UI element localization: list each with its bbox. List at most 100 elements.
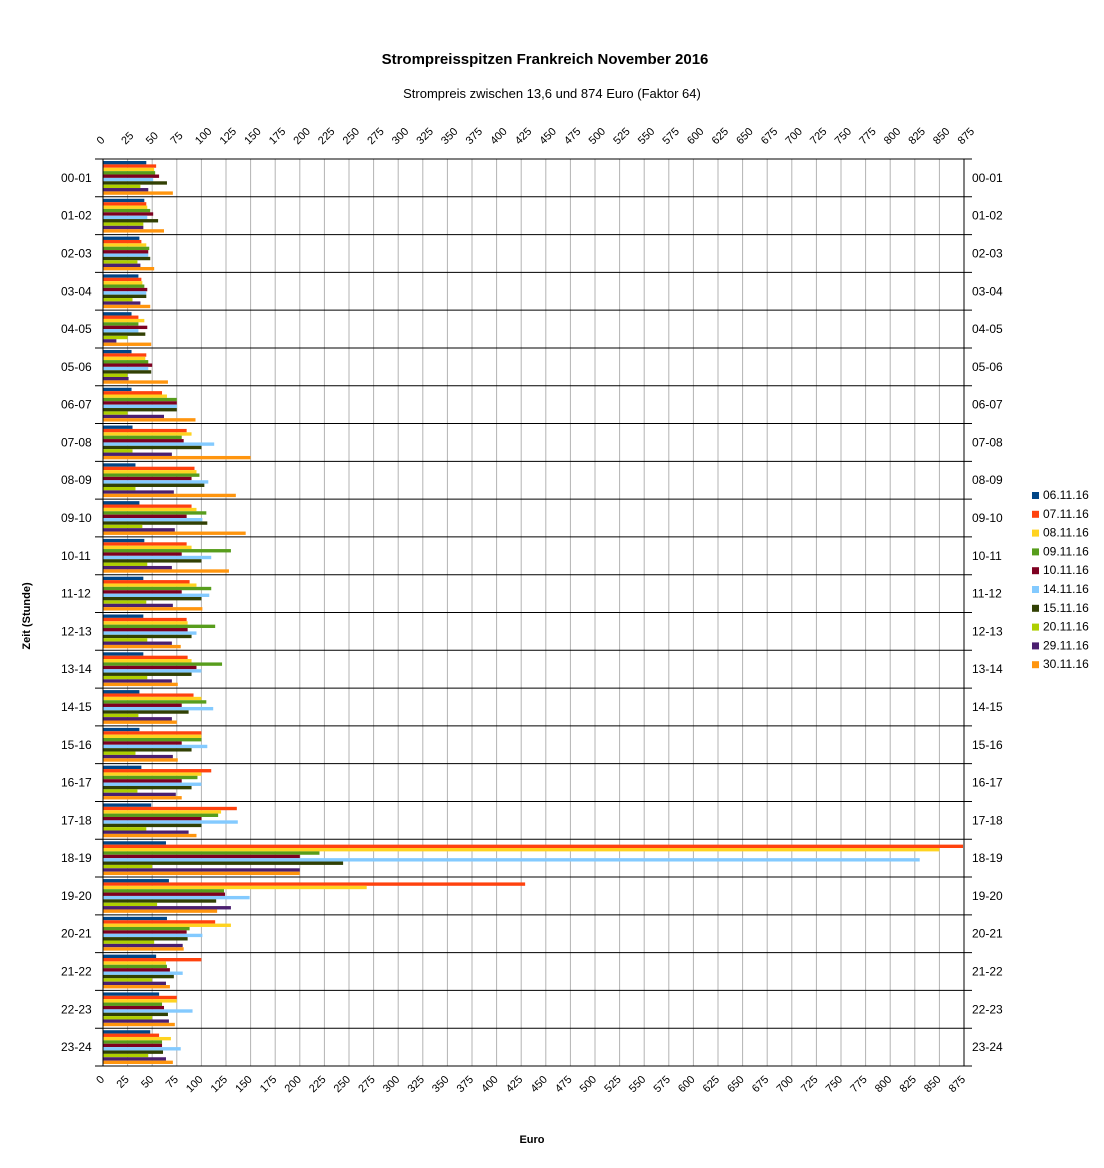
x-tick-label-bottom: 400 (479, 1074, 500, 1095)
category-label-right: 19-20 (972, 889, 1003, 903)
x-tick-label-bottom: 100 (184, 1074, 205, 1095)
bar (103, 792, 176, 797)
category-label-left: 01-02 (61, 209, 92, 223)
bar (103, 765, 142, 770)
bar (103, 1019, 169, 1023)
category-label-left: 02-03 (61, 246, 92, 260)
x-tick-label-top: 250 (341, 126, 362, 147)
legend-swatch (1032, 510, 1039, 518)
bar (103, 796, 182, 800)
x-tick-label-top: 275 (365, 126, 386, 147)
bar (103, 318, 145, 323)
bar (103, 933, 203, 938)
bar (103, 250, 149, 254)
category-label-left: 00-01 (61, 171, 92, 185)
bar (103, 576, 144, 581)
legend-swatch (1032, 623, 1039, 631)
bar (103, 937, 188, 941)
x-tick-label-top: 450 (537, 126, 558, 147)
legend-swatch (1032, 661, 1039, 669)
bar (103, 841, 166, 845)
bar (103, 1040, 163, 1044)
x-tick-label-top: 125 (218, 126, 239, 147)
legend-swatch (1032, 529, 1039, 537)
x-tick-label-bottom: 25 (115, 1074, 132, 1091)
category-label-left: 20-21 (61, 927, 92, 941)
bar (103, 1016, 153, 1020)
category-label-left: 10-11 (61, 549, 91, 563)
bar (103, 332, 146, 336)
x-tick-label-top: 325 (414, 126, 435, 147)
bar (103, 659, 192, 663)
bar (103, 662, 223, 666)
bar (103, 882, 526, 886)
bar (103, 455, 251, 460)
bar (103, 833, 197, 838)
category-label-left: 11-12 (61, 587, 91, 601)
bar (103, 298, 133, 302)
x-tick-label-bottom: 775 (848, 1074, 869, 1095)
category-label-left: 21-22 (61, 965, 92, 979)
bar (103, 408, 177, 412)
bar (103, 971, 183, 975)
bar (103, 892, 226, 896)
bar (103, 693, 194, 697)
category-label-left: 22-23 (61, 1002, 92, 1016)
bar (103, 486, 136, 491)
bar (103, 442, 215, 446)
category-labels-left: 00-01 01-02 02-03 03-04 04-05 05-06 06-07 07-08… (61, 171, 92, 1054)
x-tick-label-bottom: 825 (897, 1074, 918, 1095)
x-tick-label-bottom: 875 (947, 1074, 968, 1095)
x-tick-label-top: 850 (931, 126, 952, 147)
category-label-right: 07-08 (972, 435, 1003, 449)
x-tick-label-bottom: 350 (430, 1074, 451, 1095)
category-label-left: 16-17 (61, 776, 92, 790)
bar (103, 624, 216, 629)
x-tick-label-top: 525 (611, 126, 632, 147)
bar (103, 470, 197, 474)
bar (103, 981, 166, 986)
bar (103, 734, 202, 739)
bar (103, 555, 212, 560)
bar (103, 1022, 175, 1027)
bar (103, 628, 188, 632)
bar (103, 360, 149, 364)
category-label-right: 22-23 (972, 1002, 1003, 1016)
bar (103, 322, 139, 326)
x-tick-label-bottom: 0 (94, 1074, 107, 1087)
bar (103, 672, 192, 676)
category-label-left: 13-14 (61, 662, 92, 676)
category-label-right: 12-13 (972, 624, 1003, 638)
bar (103, 401, 177, 405)
bar (103, 902, 158, 907)
x-tick-label-bottom: 850 (922, 1074, 943, 1095)
bar (103, 641, 172, 645)
bar (103, 868, 300, 872)
bar (103, 545, 192, 550)
bar (103, 552, 182, 556)
bar (103, 789, 138, 793)
legend-entry: 15.11.16 (1043, 601, 1089, 615)
x-tick-label-top: 675 (759, 126, 780, 147)
bar (103, 215, 148, 220)
bar (103, 161, 147, 165)
category-label-left: 12-13 (61, 624, 92, 638)
x-tick-label-top: 625 (710, 126, 731, 147)
legend-entry: 08.11.16 (1043, 526, 1089, 540)
bar (103, 380, 168, 384)
bar (103, 1053, 149, 1058)
bar (103, 418, 196, 422)
legend: 06.11.16 07.11.16 08.11.16 09.11.16 10.11.16… (1032, 488, 1089, 671)
category-label-right: 23-24 (972, 1040, 1003, 1054)
x-tick-label-top: 500 (587, 126, 608, 147)
bar (103, 507, 197, 512)
bar (103, 366, 149, 371)
bar (103, 428, 187, 433)
bar (103, 263, 141, 267)
bar (103, 287, 148, 292)
bar (103, 813, 219, 817)
bar (103, 483, 205, 487)
bar (103, 634, 192, 639)
bar (103, 690, 140, 694)
x-tick-label-bottom: 800 (873, 1074, 894, 1095)
